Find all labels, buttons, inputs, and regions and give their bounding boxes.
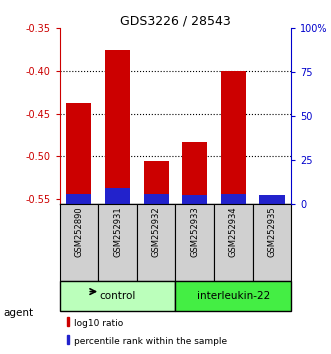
Bar [60,281,175,311]
Bar [137,204,175,281]
Bar [253,204,291,281]
Bar [182,142,207,195]
Text: GSM252935: GSM252935 [267,206,276,257]
Bar [214,204,253,281]
Text: GSM252890: GSM252890 [74,206,83,257]
Text: GSM252933: GSM252933 [190,206,199,257]
Bar [144,194,169,204]
Bar [66,194,91,204]
Bar [221,194,246,204]
Bar [60,204,98,281]
Bar [260,195,285,204]
Bar [144,161,169,194]
Text: agent: agent [3,308,33,318]
Bar [66,103,91,194]
Bar [175,204,214,281]
Bar [221,71,246,194]
Text: interleukin-22: interleukin-22 [197,291,270,301]
Text: GSM252931: GSM252931 [113,206,122,257]
Bar [67,317,69,326]
Bar [67,335,69,344]
Title: GDS3226 / 28543: GDS3226 / 28543 [120,14,231,27]
Text: control: control [99,291,136,301]
Bar [175,281,291,311]
Text: GSM252934: GSM252934 [229,206,238,257]
Text: percentile rank within the sample: percentile rank within the sample [74,337,227,346]
Text: log10 ratio: log10 ratio [74,319,123,328]
Bar [182,195,207,204]
Text: GSM252932: GSM252932 [152,206,161,257]
Bar [98,204,137,281]
Bar [105,50,130,188]
Bar [105,188,130,204]
